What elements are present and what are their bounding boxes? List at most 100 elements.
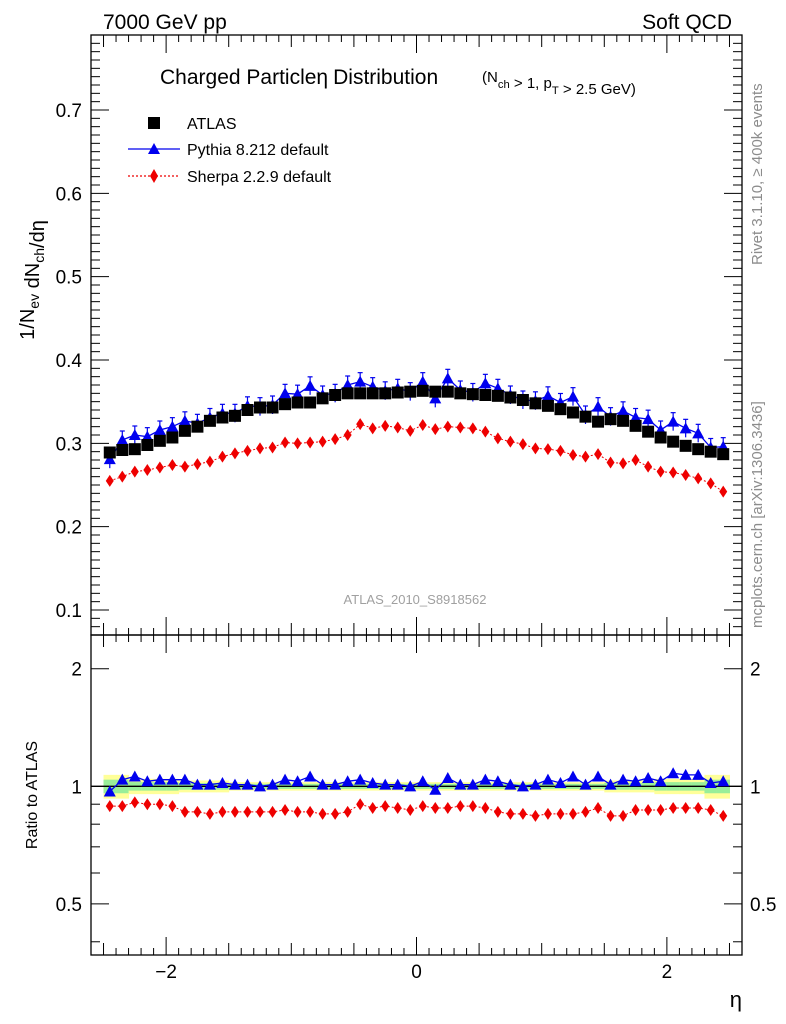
ratio-point-pythia <box>254 780 267 792</box>
point-atlas <box>629 419 642 432</box>
ratio-point-pythia <box>441 772 454 784</box>
header-left: 7000 GeV pp <box>103 11 227 34</box>
ratio-point-pythia <box>366 776 379 788</box>
axes: −2 0 2 0.1 0.2 0.3 0.4 0.5 0.6 0.7 0.5 0.5 1 1 2 2 <box>56 35 776 983</box>
ratio-point-pythia <box>153 773 166 785</box>
ratio-point-sherpa <box>155 798 164 811</box>
ratio-point-pythia <box>103 785 116 797</box>
point-atlas <box>717 448 730 461</box>
title-main: Charged Particle <box>160 66 316 89</box>
ratio-point-pythia <box>391 778 404 790</box>
ratio-point-pythia <box>166 773 179 785</box>
point-atlas <box>354 387 367 400</box>
ratio-point-sherpa <box>656 803 665 816</box>
analysis-watermark: ATLAS_2010_S8918562 <box>344 592 487 607</box>
ratio-point-pythia <box>291 775 304 787</box>
point-pythia <box>629 411 642 423</box>
point-pythia <box>667 415 680 427</box>
ratio-point-pythia <box>479 773 492 785</box>
point-atlas <box>541 399 554 412</box>
point-pythia <box>153 424 166 435</box>
point-pythia <box>416 375 429 387</box>
y-axis-label: 1/Nev dNch/dη <box>17 220 49 340</box>
ratio-point-pythia <box>554 776 567 788</box>
ratio-point-sherpa <box>205 807 214 820</box>
point-atlas <box>642 425 655 438</box>
point-atlas <box>291 396 304 409</box>
point-sherpa <box>443 420 452 433</box>
ratio-point-sherpa <box>644 803 653 816</box>
point-atlas <box>279 398 292 411</box>
point-sherpa <box>606 456 615 469</box>
ratio-plot-frame <box>90 634 743 956</box>
legend-marker-triangle <box>148 143 160 154</box>
legend-label-sherpa: Sherpa 2.2.9 default <box>187 169 332 186</box>
ratio-point-sherpa <box>594 802 603 815</box>
ratio-point-pythia <box>692 768 705 780</box>
point-pythia <box>479 377 492 389</box>
point-atlas <box>416 384 429 397</box>
ratio-point-pythia <box>279 773 292 785</box>
y-tick-label: 0.5 <box>56 268 82 289</box>
ratio-point-sherpa <box>456 800 465 813</box>
legend-item-atlas: ATLAS <box>148 116 237 133</box>
legend-marker-square <box>148 117 160 129</box>
ratio-point-sherpa <box>631 803 640 816</box>
point-atlas <box>304 396 317 409</box>
point-sherpa <box>719 485 728 498</box>
ratio-point-pythia <box>541 773 554 785</box>
ratio-point-sherpa <box>619 809 628 822</box>
ratio-point-pythia <box>592 770 605 782</box>
ratio-point-sherpa <box>331 807 340 820</box>
ratio-point-sherpa <box>518 807 527 820</box>
point-atlas <box>679 439 692 452</box>
point-atlas <box>692 443 705 456</box>
point-pythia <box>341 379 354 390</box>
point-atlas <box>466 388 479 401</box>
ratio-point-sherpa <box>118 800 127 813</box>
point-pythia <box>178 414 191 426</box>
ratio-point-sherpa <box>256 805 265 818</box>
point-atlas <box>178 424 191 437</box>
point-sherpa <box>656 465 665 478</box>
ratio-point-pythia <box>529 778 542 790</box>
point-atlas <box>116 444 129 456</box>
ratio-point-sherpa <box>543 807 552 820</box>
point-sherpa <box>356 418 365 431</box>
ratio-point-sherpa <box>468 800 477 813</box>
point-sherpa <box>118 470 127 483</box>
ratio-point-pythia <box>516 780 529 792</box>
ratio-point-sherpa <box>719 809 728 822</box>
point-atlas <box>554 403 567 416</box>
point-atlas <box>316 392 329 405</box>
point-atlas <box>592 415 605 428</box>
ratio-point-sherpa <box>506 807 515 820</box>
data-layer <box>103 368 730 822</box>
point-atlas <box>441 385 454 398</box>
point-sherpa <box>281 436 290 449</box>
ratio-point-sherpa <box>105 800 114 813</box>
x-tick-label: 2 <box>662 962 673 983</box>
title-condition: (Nch > 1, pT > 2.5 GeV) <box>482 69 636 98</box>
point-atlas <box>266 401 279 414</box>
ratio-point-pythia <box>341 775 354 787</box>
point-sherpa <box>556 444 565 457</box>
ratio-point-pythia <box>617 773 630 785</box>
point-atlas <box>529 397 542 410</box>
ratio-point-pythia <box>654 775 667 787</box>
y-tick-label: 0.7 <box>56 101 82 122</box>
ratio-point-sherpa <box>556 807 565 820</box>
point-sherpa <box>669 466 678 479</box>
point-pythia <box>592 400 605 412</box>
ratio-point-pythia <box>629 775 642 787</box>
ratio-point-sherpa <box>393 802 402 815</box>
ratio-point-sherpa <box>493 805 502 818</box>
point-pythia <box>441 372 454 384</box>
point-pythia <box>617 404 630 416</box>
point-sherpa <box>594 448 603 461</box>
point-atlas <box>128 443 141 456</box>
point-atlas <box>391 386 404 399</box>
ratio-point-pythia <box>203 778 216 790</box>
point-pythia <box>128 429 141 440</box>
point-atlas <box>704 445 717 458</box>
